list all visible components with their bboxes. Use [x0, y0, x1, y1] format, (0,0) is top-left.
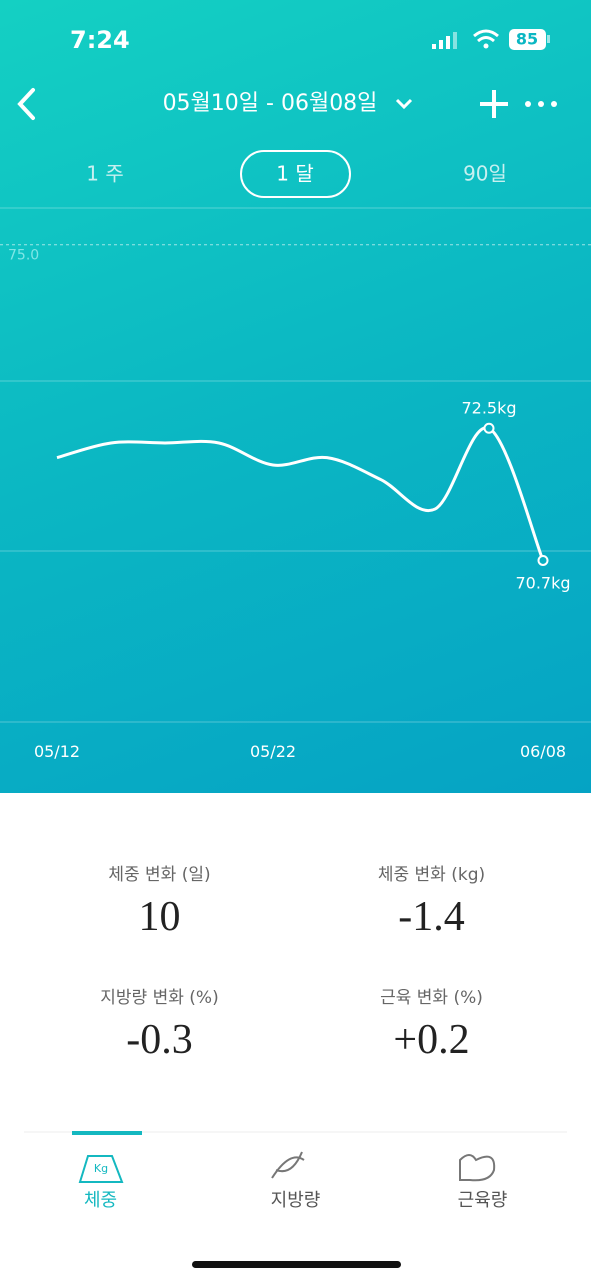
- stat-value: -1.4: [398, 894, 465, 940]
- stat: 체중 변화 (일) 10: [12, 860, 307, 941]
- nav-item[interactable]: 근육량: [457, 1190, 508, 1211]
- stat: 체중 변화 (kg) -1.4: [284, 860, 579, 941]
- y-tick-label: 75.0: [8, 248, 39, 264]
- more-button[interactable]: [525, 101, 557, 107]
- x-tick-label: 05/12: [34, 742, 80, 761]
- icon-text: Kg: [94, 1162, 108, 1175]
- stat: 지방량 변화 (%) -0.3: [12, 983, 307, 1064]
- x-tick-label: 06/08: [520, 742, 566, 761]
- tab-selected: [240, 150, 351, 198]
- stat-label: 지방량 변화 (%): [100, 988, 219, 1008]
- value-label: 72.5kg: [461, 398, 516, 417]
- chart: 7:24 85 05월10일 - 06월08일 1 주 1 달 90일 75.0…: [0, 26, 591, 761]
- muscle-icon: [459, 1154, 496, 1182]
- value-label: 70.7kg: [515, 573, 570, 592]
- back-button[interactable]: [17, 88, 35, 120]
- stat-label: 근육 변화 (%): [380, 988, 483, 1008]
- status-time: 7:24: [70, 26, 130, 54]
- stat: 근육 변화 (%) +0.2: [284, 983, 579, 1064]
- weight-icon: [78, 1155, 124, 1183]
- home-indicator: [192, 1261, 401, 1268]
- grid: [0, 207, 591, 723]
- tab[interactable]: 1 달: [276, 162, 313, 186]
- nav-indicator: [72, 1131, 142, 1135]
- stat-value: -0.3: [126, 1017, 193, 1063]
- stat-label: 체중 변화 (kg): [377, 865, 486, 885]
- point: [537, 554, 549, 566]
- battery-level: 85: [516, 30, 538, 49]
- stat-label: 체중 변화 (일): [108, 865, 211, 885]
- tab[interactable]: 90일: [463, 162, 507, 186]
- weight-line: [56, 426, 545, 562]
- stat-value: 10: [138, 894, 181, 940]
- date-dropdown[interactable]: [395, 98, 413, 110]
- nav-item[interactable]: 체중: [83, 1190, 118, 1211]
- x-tick-label: 05/22: [250, 742, 296, 761]
- nav-item[interactable]: 지방량: [270, 1190, 321, 1211]
- fat-icon: [271, 1151, 305, 1179]
- chart-panel: [0, 0, 591, 793]
- add-button[interactable]: [480, 90, 508, 118]
- stat-value: +0.2: [393, 1017, 470, 1063]
- status-icons: [432, 29, 550, 50]
- tab[interactable]: 1 주: [86, 162, 123, 186]
- point: [483, 422, 495, 434]
- date-range[interactable]: 05월10일 - 06월08일: [163, 91, 378, 116]
